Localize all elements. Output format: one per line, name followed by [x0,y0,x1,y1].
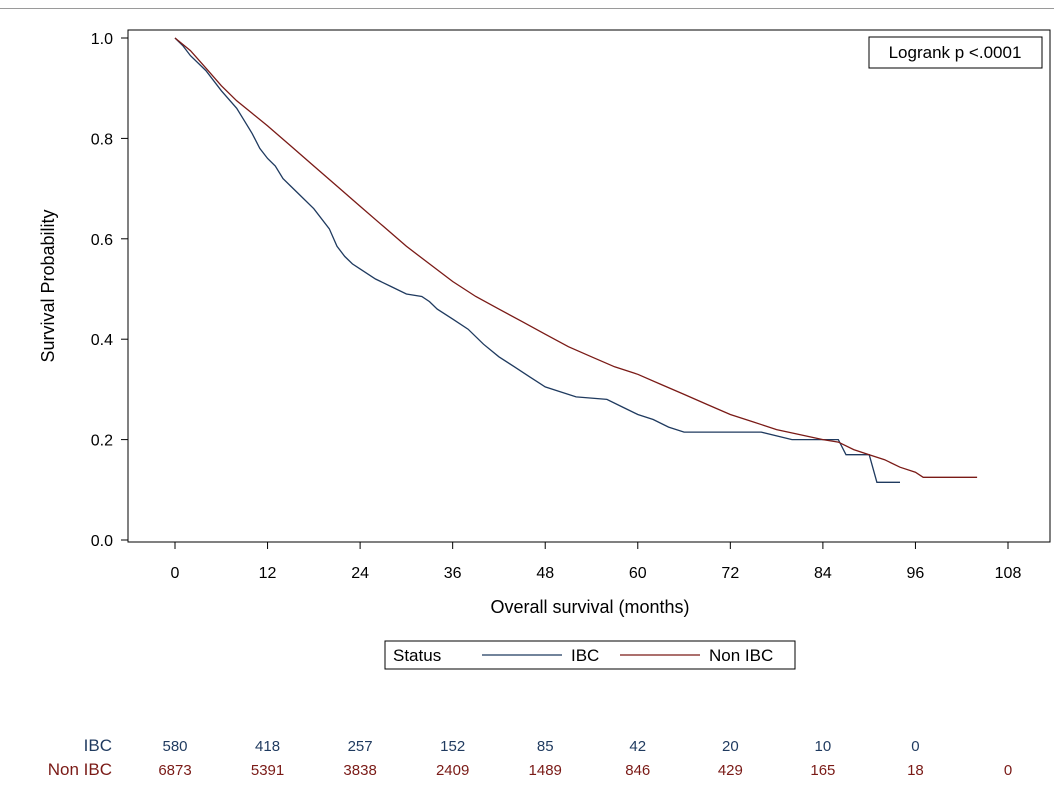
x-tick-label-6: 72 [721,565,739,582]
x-tick-label-0: 0 [171,565,180,582]
top-rule [0,8,1054,9]
risk-count-ibc-7: 10 [815,738,832,755]
x-tick-label-5: 60 [629,565,647,582]
risk-count-ibc-2: 257 [348,738,373,755]
y-tick-label-2: 0.4 [91,332,113,349]
legend-box [384,640,796,670]
x-axis-title: Overall survival (months) [490,597,689,617]
risk-table: IBC 580 418 257 152 85 42 20 10 0 Non IBC 6873 5391 3… [48,736,1012,779]
y-tick-label-0: 0.0 [91,533,113,550]
x-tick-label-4: 48 [536,565,554,582]
logrank-box [868,36,1043,69]
risk-count-ibc-1: 418 [255,738,280,755]
risk-row-label-ibc: IBC [84,736,112,755]
y-tick-label-5: 1.0 [91,31,113,48]
survival-curves [174,37,978,483]
risk-count-non-ibc-7: 165 [810,762,835,779]
risk-row-label-non-ibc: Non IBC [48,760,112,779]
risk-count-ibc-3: 152 [440,738,465,755]
x-tick-label-9: 108 [995,565,1022,582]
survival-curve-non-ibc [174,37,978,478]
risk-count-ibc-6: 20 [722,738,739,755]
legend-label-ibc: IBC [571,646,599,665]
x-tick-label-8: 96 [907,565,925,582]
risk-count-non-ibc-4: 1489 [529,762,562,779]
risk-count-non-ibc-8: 18 [907,762,924,779]
x-tick-label-3: 36 [444,565,462,582]
risk-count-non-ibc-5: 846 [625,762,650,779]
y-tick-label-1: 0.2 [91,433,113,450]
risk-count-ibc-8: 0 [911,738,919,755]
risk-count-non-ibc-2: 3838 [343,762,376,779]
risk-count-non-ibc-1: 5391 [251,762,284,779]
risk-count-non-ibc-3: 2409 [436,762,469,779]
x-tick-label-2: 24 [351,565,369,582]
risk-count-non-ibc-9: 0 [1004,762,1012,779]
x-axis: 0 12 24 36 48 60 72 84 96 108 [171,542,1022,582]
plot-frame [127,29,1051,543]
risk-count-ibc-4: 85 [537,738,554,755]
risk-count-non-ibc-6: 429 [718,762,743,779]
x-tick-label-7: 84 [814,565,832,582]
survival-curve-ibc [174,37,900,483]
legend-label-nonibc: Non IBC [709,646,773,665]
x-tick-label-1: 12 [259,565,277,582]
legend-title: Status [393,646,441,665]
risk-count-ibc-0: 580 [162,738,187,755]
y-tick-label-4: 0.8 [91,131,113,148]
risk-count-non-ibc-0: 6873 [158,762,191,779]
y-axis: 0.0 0.2 0.4 0.6 0.8 1.0 [91,31,128,550]
y-tick-label-3: 0.6 [91,232,113,249]
y-axis-title: Survival Probability [38,209,58,362]
risk-count-ibc-5: 42 [629,738,646,755]
logrank-annotation: Logrank p <.0001 [889,43,1022,62]
